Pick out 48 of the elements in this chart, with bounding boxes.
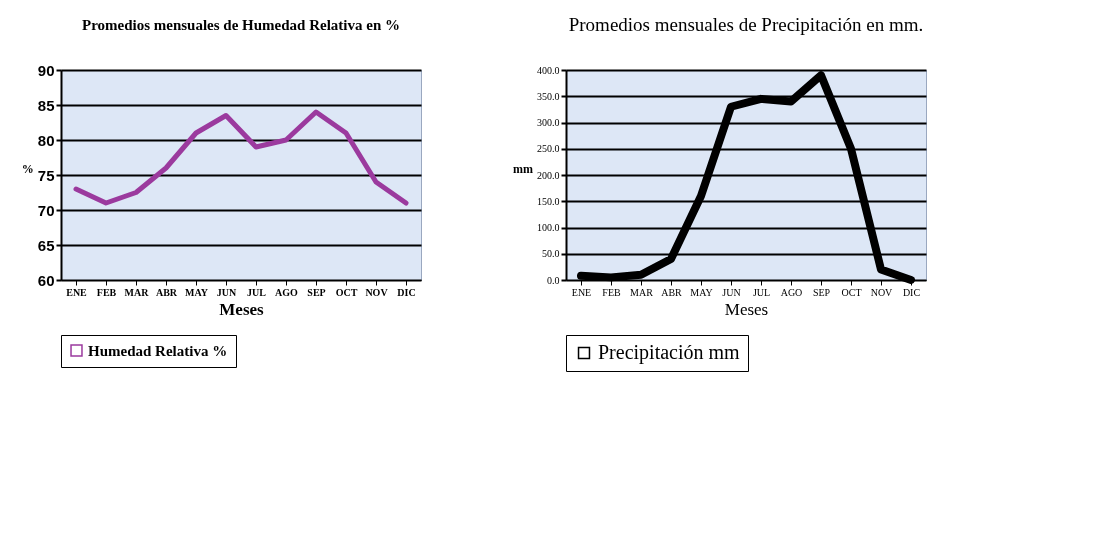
y-tick-label: 0.0 (547, 274, 560, 286)
x-tick-label: SEP (812, 286, 831, 298)
y-tick-label: 300.0 (537, 117, 560, 128)
x-tick-label: JUN (722, 286, 741, 298)
y-tick-label: 400.0 (537, 64, 560, 76)
y-tick-label: 85 (37, 96, 55, 114)
x-tick-label: ENE (571, 286, 592, 298)
y-tick-label: 90 (37, 61, 55, 79)
x-tick-label: JUL (247, 286, 267, 298)
x-tick-label: MAR (124, 286, 150, 298)
x-tick-label: NOV (365, 286, 389, 298)
x-axis-title: Meses (724, 299, 769, 319)
x-tick-label: MAY (690, 286, 713, 298)
x-tick-label: FEB (602, 286, 621, 298)
x-tick-label: DIC (902, 286, 921, 298)
x-tick-label: FEB (96, 286, 117, 298)
chart-title: Promedios mensuales de Precipitación en mm. (568, 14, 924, 35)
x-tick-label: NOV (870, 286, 894, 298)
y-tick-label: 65 (37, 236, 55, 254)
y-tick-label: 60 (37, 271, 55, 289)
x-tick-label: DIC (397, 286, 416, 298)
y-tick-label: 50.0 (542, 248, 560, 260)
x-tick-label: SEP (307, 286, 326, 298)
x-tick-label: JUN (216, 286, 237, 298)
y-tick-label: 80 (37, 131, 55, 149)
x-tick-label: OCT (841, 286, 862, 298)
y-tick-label: 150.0 (537, 195, 560, 207)
x-tick-label: AGO (275, 286, 299, 298)
x-tick-label: JUL (752, 286, 771, 298)
x-tick-label: ABR (661, 286, 683, 298)
x-tick-label: MAR (630, 286, 654, 298)
x-tick-label: ABR (155, 286, 178, 298)
x-tick-label: AGO (780, 286, 803, 298)
y-tick-label: 75 (37, 166, 55, 184)
y-tick-label: 70 (37, 201, 55, 219)
y-tick-label: 200.0 (537, 169, 560, 181)
legend-label: Precipitación mm (598, 341, 741, 364)
x-tick-label: ENE (66, 286, 88, 298)
x-tick-label: OCT (335, 286, 358, 298)
x-tick-label: MAY (185, 286, 209, 298)
chart-title: Promedios mensuales de Humedad Relativa en % (81, 17, 401, 33)
y-tick-label: 100.0 (537, 222, 560, 233)
y-tick-label: 350.0 (537, 90, 560, 102)
y-tick-label: 250.0 (537, 143, 560, 155)
y-axis-title: % (21, 161, 34, 176)
y-axis-title: mm (513, 161, 533, 176)
x-axis-title: Meses (219, 299, 265, 319)
legend-label: Humedad Relativa % (88, 342, 228, 359)
